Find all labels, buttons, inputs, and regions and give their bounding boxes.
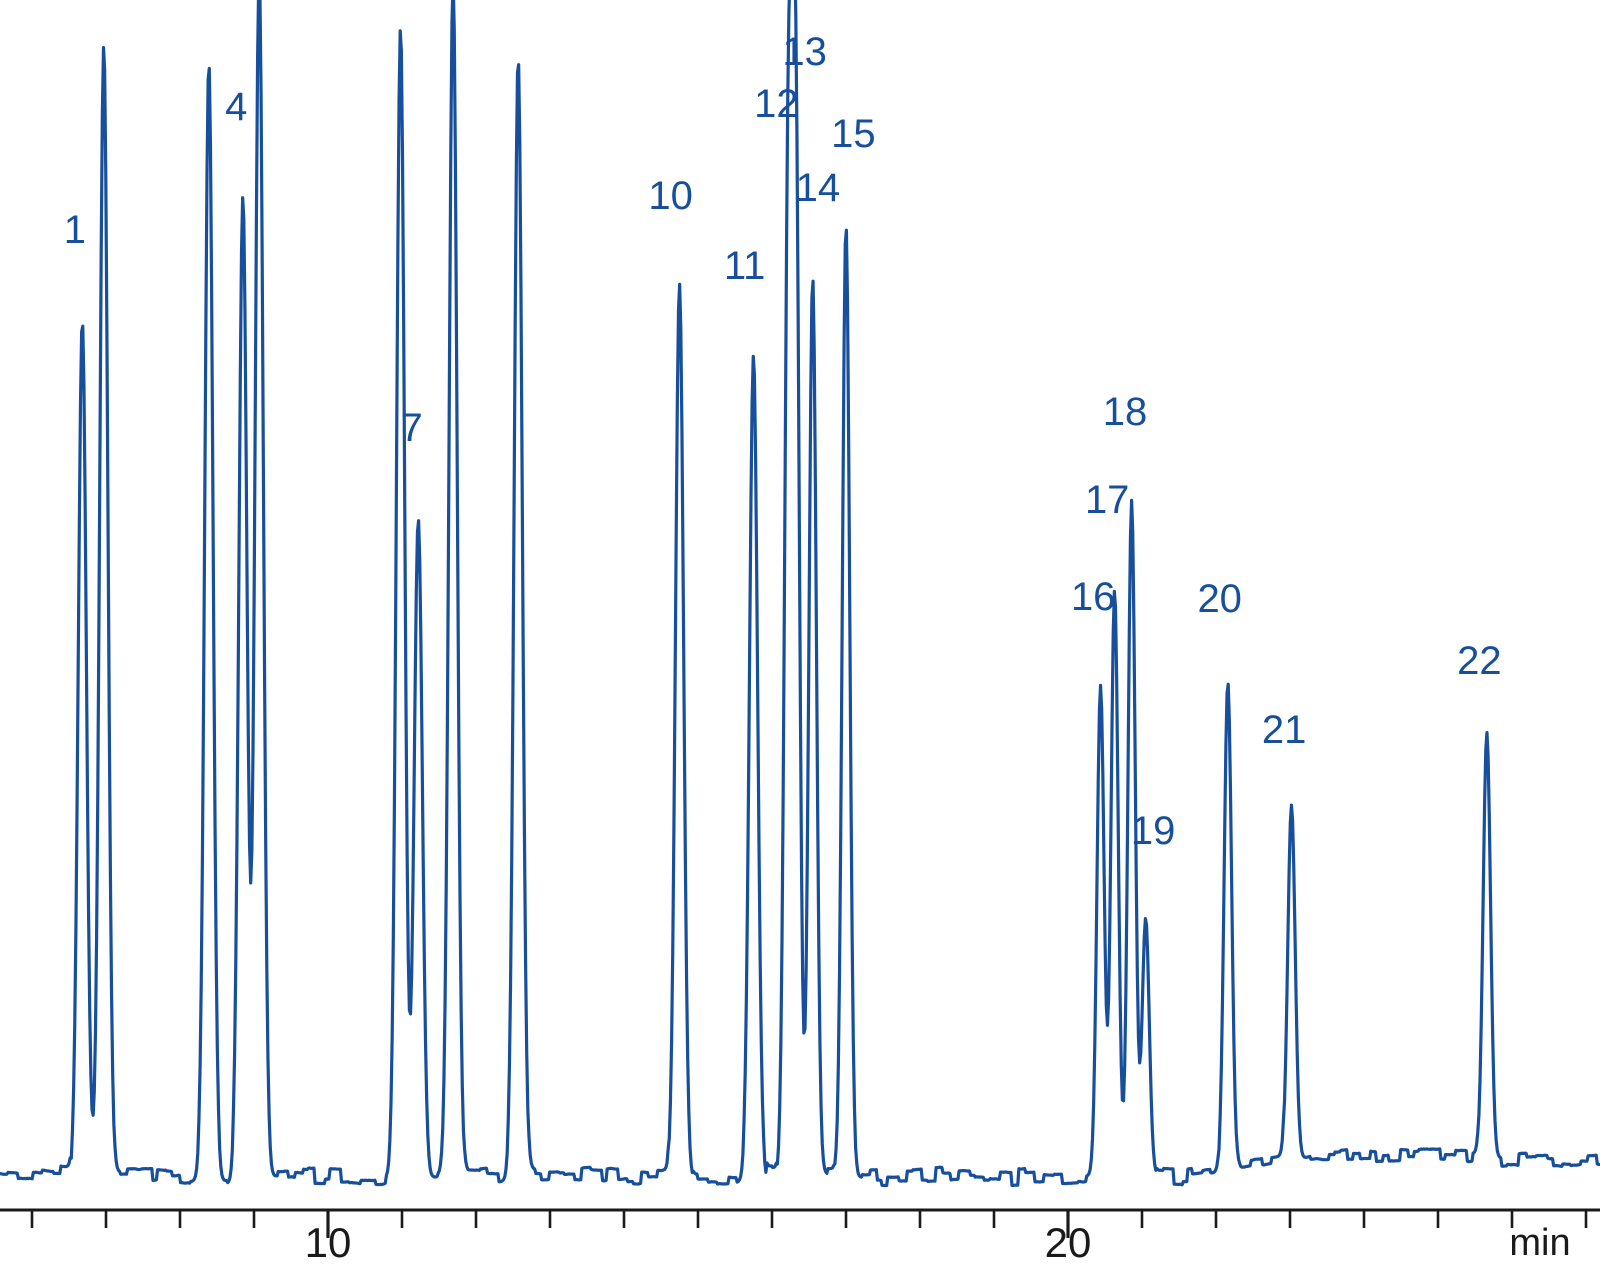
peak-label-18: 18 xyxy=(1102,389,1148,434)
peak-label-21: 21 xyxy=(1261,708,1307,753)
peak-label-10: 10 xyxy=(648,174,693,218)
peak-label-11: 11 xyxy=(723,243,766,288)
peak-label-16: 16 xyxy=(1070,575,1116,620)
peak-label-12: 12 xyxy=(754,81,799,126)
peak-label-19: 19 xyxy=(1130,809,1176,853)
peak-label-1: 1 xyxy=(63,207,87,252)
x-axis-unit-label: min xyxy=(1509,1222,1571,1264)
peak-label-17: 17 xyxy=(1084,478,1130,523)
x-axis-ticks xyxy=(30,1210,1588,1238)
axis-tick-label-10: 10 xyxy=(304,1219,352,1266)
axis-group xyxy=(0,1208,1600,1238)
peak-label-15: 15 xyxy=(831,111,876,156)
peak-label-22: 22 xyxy=(1457,638,1502,683)
peak-label-4: 4 xyxy=(225,85,248,130)
axis-tick-label-20: 20 xyxy=(1044,1219,1092,1266)
peak-label-14: 14 xyxy=(795,165,841,210)
peak-label-13: 13 xyxy=(782,30,827,75)
peak-label-20: 20 xyxy=(1197,576,1242,621)
peak-label-7: 7 xyxy=(400,406,423,451)
chromatogram-signal-path xyxy=(0,0,1600,1188)
